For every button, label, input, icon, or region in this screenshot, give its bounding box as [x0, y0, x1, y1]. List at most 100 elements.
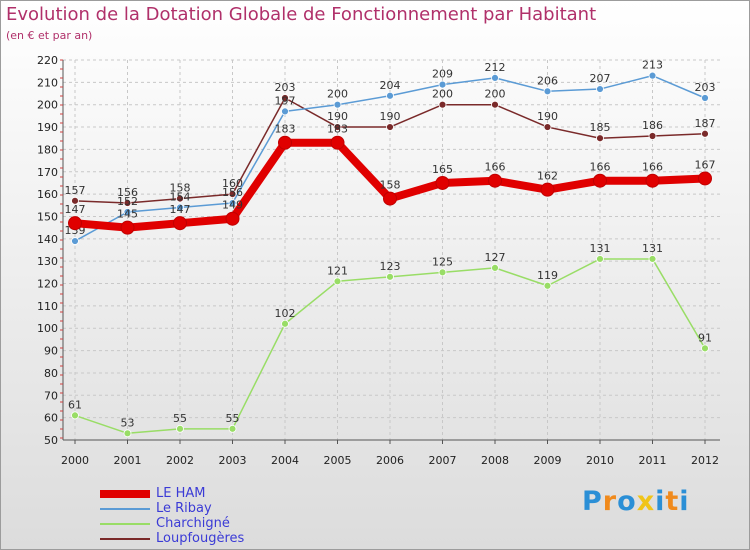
- y-tick-label: 110: [37, 300, 58, 313]
- data-point-charchign-: [71, 411, 79, 420]
- data-label-le-ham: 145: [117, 208, 138, 221]
- data-label-loupfoug-res: 157: [65, 184, 86, 197]
- data-label-le-ham: 183: [327, 123, 348, 136]
- y-tick-label: 170: [37, 166, 58, 179]
- data-label-le-ham: 147: [65, 203, 86, 216]
- data-label-le-ribay: 207: [590, 72, 611, 85]
- data-label-loupfoug-res: 187: [695, 117, 716, 130]
- data-point-loupfoug-res: [123, 199, 132, 207]
- x-tick-label: 2000: [61, 454, 89, 467]
- data-point-loupfoug-res: [596, 134, 604, 143]
- chart-subtitle: (en € et par an): [6, 29, 93, 42]
- data-label-charchign-: 131: [590, 242, 611, 255]
- y-tick-label: 160: [37, 188, 58, 201]
- y-tick-label: 200: [37, 99, 58, 112]
- data-label-le-ham: 165: [432, 163, 453, 176]
- data-point-le-ribay: [71, 237, 79, 245]
- logo-letter: o: [617, 486, 637, 517]
- data-point-charchign-: [491, 263, 499, 272]
- x-tick-label: 2003: [219, 454, 247, 467]
- data-point-le-ham: [698, 171, 712, 186]
- data-point-loupfoug-res: [491, 100, 499, 109]
- data-point-loupfoug-res: [386, 123, 394, 131]
- y-tick-label: 130: [37, 255, 58, 268]
- data-label-le-ham: 166: [485, 161, 506, 174]
- data-label-charchign-: 121: [327, 264, 348, 277]
- y-tick-label: 210: [37, 76, 58, 89]
- data-label-charchign-: 125: [432, 255, 453, 268]
- data-point-le-ham: [593, 173, 607, 188]
- data-point-charchign-: [386, 272, 394, 281]
- data-point-le-ham: [645, 173, 660, 188]
- data-label-charchign-: 127: [485, 251, 506, 264]
- data-label-le-ribay: 212: [485, 61, 506, 74]
- data-label-le-ribay: 156: [222, 186, 243, 199]
- x-tick-label: 2012: [691, 454, 719, 467]
- data-label-loupfoug-res: 203: [275, 81, 296, 94]
- y-tick-label: 220: [37, 54, 58, 67]
- series-line-charchign-: [74, 258, 706, 435]
- data-label-loupfoug-res: 160: [222, 177, 243, 190]
- y-tick-label: 60: [44, 412, 58, 425]
- x-tick-label: 2002: [166, 454, 194, 467]
- data-point-le-ham: [488, 173, 502, 188]
- data-point-le-ham: [435, 175, 450, 190]
- data-point-le-ribay: [333, 100, 342, 109]
- data-label-le-ham: 158: [380, 179, 401, 192]
- data-label-loupfoug-res: 190: [327, 110, 348, 123]
- data-label-le-ribay: 203: [695, 81, 716, 94]
- data-point-le-ham: [383, 191, 397, 206]
- legend-label: Loupfougères: [156, 531, 245, 546]
- chart-legend: LE HAM Le Ribay Charchigné Loupfougères: [100, 486, 244, 546]
- legend-label: LE HAM: [156, 486, 206, 501]
- data-point-le-ribay: [123, 208, 132, 216]
- data-point-charchign-: [701, 344, 709, 353]
- data-label-le-ribay: 213: [642, 59, 663, 72]
- y-tick-label: 190: [37, 121, 58, 134]
- data-label-le-ham: 166: [590, 161, 611, 174]
- logo-letter: t: [665, 486, 680, 517]
- data-label-charchign-: 102: [275, 307, 296, 320]
- y-tick-label: 100: [37, 322, 58, 335]
- data-point-le-ribay: [386, 91, 394, 100]
- data-point-le-ham: [68, 216, 82, 231]
- data-point-charchign-: [596, 255, 604, 263]
- data-point-le-ribay: [701, 94, 709, 102]
- data-label-charchign-: 119: [537, 269, 558, 282]
- data-point-le-ham: [540, 182, 555, 197]
- legend-swatch: [100, 537, 150, 540]
- y-tick-label: 120: [37, 278, 58, 291]
- data-point-loupfoug-res: [438, 100, 447, 109]
- legend-item: Le Ribay: [100, 501, 244, 516]
- legend-item: LE HAM: [100, 486, 244, 501]
- data-label-loupfoug-res: 186: [642, 119, 663, 132]
- data-point-charchign-: [123, 429, 132, 438]
- data-label-charchign-: 131: [642, 242, 663, 255]
- data-point-le-ham: [120, 220, 135, 235]
- logo-letter: x: [636, 486, 656, 517]
- data-label-le-ribay: 204: [380, 79, 401, 92]
- x-tick-label: 2007: [429, 454, 457, 467]
- data-label-loupfoug-res: 158: [170, 182, 191, 195]
- data-label-le-ribay: 200: [327, 88, 348, 101]
- data-label-le-ham: 147: [170, 203, 191, 216]
- y-tick-label: 140: [37, 233, 58, 246]
- legend-label: Charchigné: [156, 516, 230, 531]
- data-point-le-ribay: [281, 107, 289, 116]
- legend-item: Charchigné: [100, 516, 244, 531]
- data-point-le-ham: [330, 135, 345, 150]
- data-point-charchign-: [228, 424, 237, 433]
- legend-label: Le Ribay: [156, 501, 212, 516]
- y-tick-label: 80: [44, 367, 58, 380]
- data-label-loupfoug-res: 156: [117, 186, 138, 199]
- data-point-charchign-: [333, 277, 342, 286]
- x-tick-label: 2011: [639, 454, 667, 467]
- data-point-charchign-: [281, 319, 289, 328]
- data-label-le-ribay: 197: [275, 94, 296, 107]
- data-point-le-ham: [173, 216, 187, 231]
- data-point-loupfoug-res: [228, 190, 237, 199]
- chart-title: Evolution de la Dotation Globale de Fonc…: [6, 4, 597, 25]
- data-point-le-ribay: [228, 199, 237, 207]
- data-point-loupfoug-res: [543, 123, 552, 131]
